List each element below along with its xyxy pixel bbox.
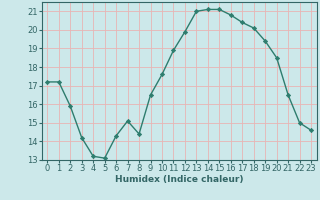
X-axis label: Humidex (Indice chaleur): Humidex (Indice chaleur) [115,175,244,184]
